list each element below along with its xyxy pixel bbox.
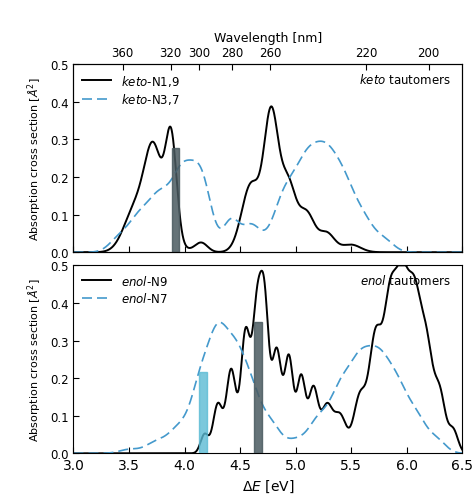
$\it{enol}$-N7 [115, 448, 121, 454]
$\it{keto}$-N1,9 [237, 219, 242, 225]
Y-axis label: Absorption cross section [$\AA^2$]: Absorption cross section [$\AA^2$] [26, 77, 45, 240]
$\it{enol}$-N9 [459, 446, 465, 452]
$\it{enol}$-N9 [395, 263, 401, 269]
$\it{enol}$-N9 [410, 271, 416, 277]
$\it{enol}$-N7 [459, 450, 465, 456]
$\it{enol}$-N7 [138, 445, 144, 451]
$\it{keto}$-N1,9 [71, 249, 76, 256]
$\it{keto}$-N1,9 [138, 178, 144, 184]
$\it{keto}$-N3,7 [71, 249, 76, 256]
$\it{enol}$-N9 [219, 405, 225, 411]
$\it{enol}$-N9 [71, 450, 76, 456]
Y-axis label: Absorption cross section [$\AA^2$]: Absorption cross section [$\AA^2$] [26, 278, 45, 441]
$\it{enol}$-N7 [220, 321, 226, 327]
$\it{enol}$-N7 [452, 449, 457, 455]
X-axis label: $\Delta E$ [eV]: $\Delta E$ [eV] [242, 478, 294, 494]
$\it{enol}$-N7 [217, 320, 223, 326]
$\it{keto}$-N3,7 [452, 249, 457, 256]
$\it{keto}$-N1,9 [459, 249, 465, 256]
$\it{keto}$-N1,9 [452, 249, 457, 256]
$\it{keto}$-N1,9 [268, 104, 274, 110]
Bar [172, 148, 179, 253]
Bar [199, 373, 207, 453]
$\it{keto}$-N1,9 [115, 237, 121, 243]
$\it{enol}$-N9 [115, 450, 121, 456]
Bar [255, 323, 262, 453]
$\it{enol}$-N9 [452, 427, 457, 433]
Text: $\it{enol}$ tautomers: $\it{enol}$ tautomers [360, 274, 450, 287]
$\it{keto}$-N3,7 [237, 220, 242, 226]
$\it{keto}$-N3,7 [410, 249, 416, 256]
$\it{enol}$-N7 [237, 343, 242, 349]
Legend: $\it{keto}$-N1,9, $\it{keto}$-N3,7: $\it{keto}$-N1,9, $\it{keto}$-N3,7 [79, 71, 182, 109]
Line: $\it{enol}$-N9: $\it{enol}$-N9 [73, 266, 462, 453]
Line: $\it{keto}$-N3,7: $\it{keto}$-N3,7 [73, 142, 462, 253]
$\it{enol}$-N9 [138, 450, 144, 456]
Line: $\it{enol}$-N7: $\it{enol}$-N7 [73, 323, 462, 453]
$\it{keto}$-N1,9 [410, 249, 416, 256]
Line: $\it{keto}$-N1,9: $\it{keto}$-N1,9 [73, 107, 462, 253]
$\it{enol}$-N7 [410, 401, 416, 407]
$\it{keto}$-N1,9 [219, 249, 225, 255]
Text: $\it{keto}$ tautomers: $\it{keto}$ tautomers [359, 73, 450, 87]
$\it{keto}$-N3,7 [219, 225, 225, 231]
$\it{keto}$-N3,7 [138, 206, 144, 212]
$\it{keto}$-N3,7 [318, 139, 323, 145]
X-axis label: Wavelength [nm]: Wavelength [nm] [214, 32, 322, 45]
$\it{enol}$-N7 [71, 450, 76, 456]
$\it{keto}$-N3,7 [459, 249, 465, 256]
$\it{keto}$-N3,7 [115, 232, 121, 238]
$\it{enol}$-N9 [237, 382, 242, 388]
Legend: $\it{enol}$-N9, $\it{enol}$-N7: $\it{enol}$-N9, $\it{enol}$-N7 [79, 272, 170, 308]
